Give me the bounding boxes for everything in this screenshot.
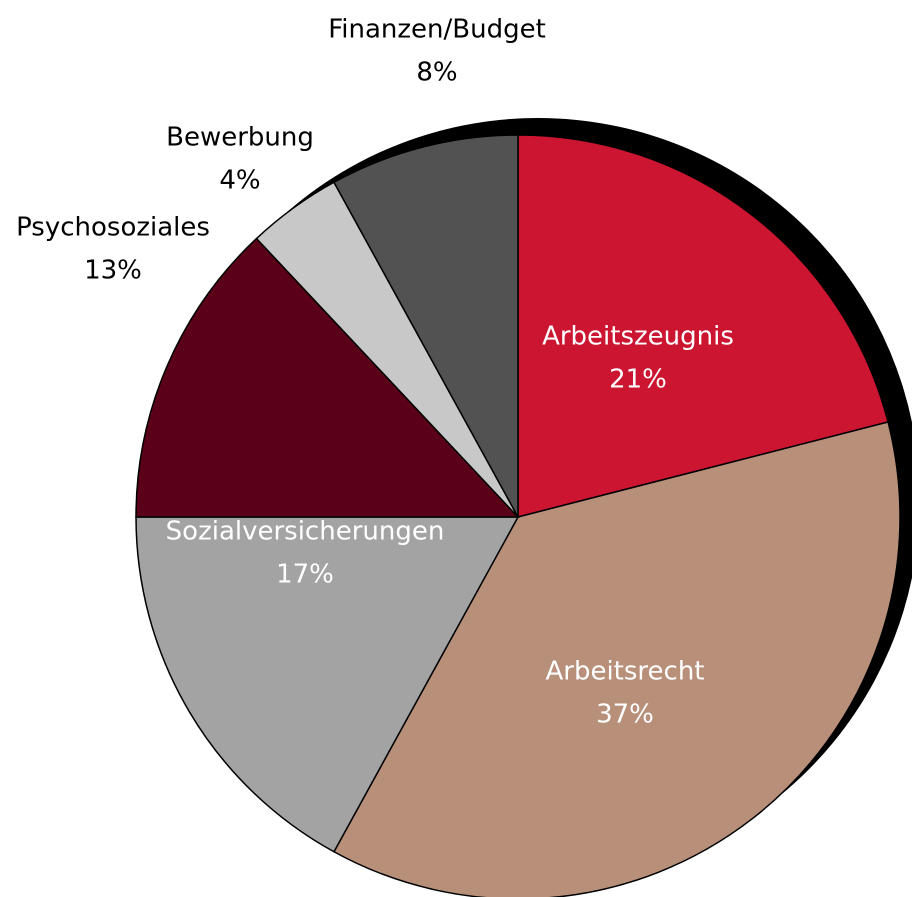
pie-slice — [332, 134, 519, 518]
slice-value-label: 37% — [596, 700, 654, 730]
pie-slice — [332, 421, 901, 897]
slice-value-label: 21% — [609, 365, 667, 395]
slice-value-label: 13% — [84, 256, 142, 286]
slice-label: Sozialversicherungen — [166, 517, 445, 547]
slice-label: Arbeitsrecht — [545, 657, 704, 687]
slice-value-label: 4% — [219, 166, 260, 196]
slice-label: Arbeitszeugnis — [542, 322, 734, 352]
slice-label: Bewerbung — [166, 123, 314, 153]
slice-value-label: 17% — [276, 560, 334, 590]
pie-slice — [135, 237, 520, 518]
pie-slice — [517, 134, 889, 518]
pie-slice — [135, 516, 520, 853]
slice-value-label: 8% — [416, 58, 457, 88]
slice-label: Finanzen/Budget — [328, 15, 546, 45]
slice-label: Psychosoziales — [16, 213, 210, 243]
